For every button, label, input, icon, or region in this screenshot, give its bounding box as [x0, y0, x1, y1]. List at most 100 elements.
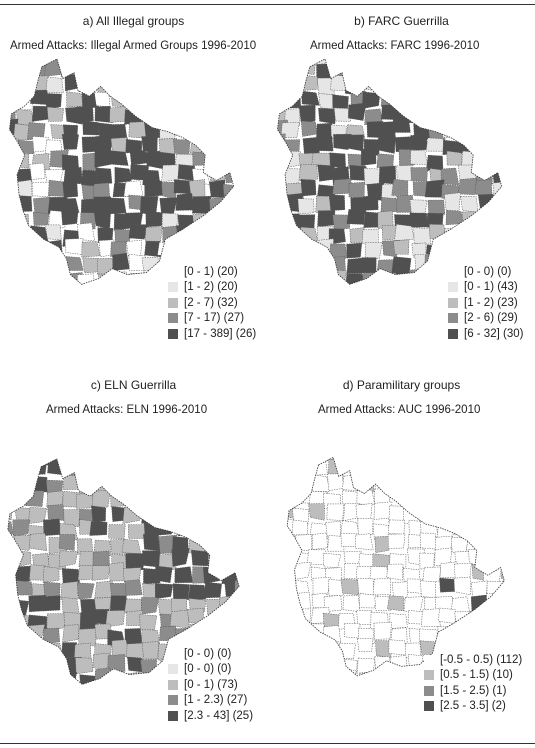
map-legend: [0 - 0) (0) [0 - 1) (43) [1 - 2) (23) [2 - …	[448, 264, 523, 342]
municipality	[235, 523, 240, 541]
municipality	[7, 520, 14, 535]
municipality	[340, 532, 358, 547]
municipality	[310, 461, 328, 476]
municipality	[277, 272, 285, 285]
municipality	[207, 212, 224, 229]
municipality	[146, 290, 163, 304]
municipality	[43, 518, 62, 536]
municipality	[361, 58, 379, 65]
municipality	[426, 271, 445, 285]
municipality	[318, 107, 336, 125]
municipality	[30, 225, 49, 243]
municipality	[340, 578, 359, 596]
municipality	[15, 168, 33, 184]
municipality	[361, 272, 378, 285]
legend-label: [0 - 0) (0)	[184, 663, 232, 676]
municipality	[13, 458, 31, 465]
municipality	[94, 150, 112, 168]
municipality	[454, 490, 473, 510]
municipality	[445, 58, 465, 68]
municipality	[110, 477, 129, 496]
municipality	[316, 257, 333, 274]
municipality	[501, 488, 505, 507]
municipality	[287, 458, 295, 478]
municipality	[302, 269, 321, 285]
municipality	[11, 599, 30, 617]
municipality	[124, 628, 143, 646]
municipality	[327, 459, 346, 476]
municipality	[16, 195, 33, 212]
municipality	[355, 503, 373, 523]
municipality	[225, 209, 234, 226]
legend-swatch	[168, 664, 178, 675]
municipality	[375, 63, 394, 83]
municipality	[1, 286, 17, 302]
municipality	[348, 181, 365, 200]
municipality	[28, 595, 46, 613]
municipality	[413, 90, 432, 108]
legend-item: [0 - 0) (0)	[168, 662, 253, 678]
municipality	[328, 670, 347, 676]
municipality	[452, 626, 470, 644]
municipality	[126, 60, 142, 77]
municipality	[191, 524, 210, 542]
municipality	[473, 90, 492, 108]
legend-item: [0 - 1) (43)	[448, 280, 523, 296]
municipality	[403, 596, 424, 614]
municipality	[173, 120, 189, 136]
legend-label: [1 - 2) (20)	[184, 281, 238, 294]
municipality	[281, 283, 300, 285]
municipality	[361, 257, 377, 274]
municipality	[111, 506, 127, 522]
municipality	[111, 458, 129, 463]
municipality	[112, 252, 130, 271]
municipality	[486, 593, 505, 610]
municipality	[124, 459, 143, 476]
panel-title: a) All Illegal groups	[82, 14, 185, 28]
panel-subtitle: Armed Attacks: FARC 1996-2010	[310, 40, 480, 52]
municipality	[472, 107, 492, 124]
municipality	[410, 58, 430, 66]
municipality	[329, 269, 347, 285]
municipality	[287, 641, 295, 658]
municipality	[97, 273, 115, 285]
municipality	[438, 607, 456, 624]
municipality	[45, 76, 64, 94]
municipality	[434, 547, 453, 566]
municipality	[318, 285, 336, 301]
legend-label: [0 - 1) (20)	[184, 265, 238, 278]
municipality	[374, 670, 392, 676]
municipality	[194, 229, 212, 247]
municipality	[29, 564, 48, 581]
municipality	[7, 670, 13, 685]
legend-label: [2 - 6) (29)	[464, 312, 518, 325]
municipality	[342, 457, 362, 460]
legend-label: [0 - 0) (0)	[184, 647, 232, 660]
municipality	[348, 102, 367, 121]
municipality	[43, 581, 61, 600]
municipality	[208, 59, 227, 74]
legend-item: [17 - 389] (26)	[168, 326, 256, 342]
municipality	[357, 638, 374, 652]
municipality	[205, 107, 223, 125]
municipality	[176, 521, 195, 537]
municipality	[453, 457, 472, 475]
municipality	[61, 282, 81, 285]
municipality	[405, 492, 424, 509]
legend-swatch	[424, 701, 434, 712]
municipality	[487, 534, 505, 552]
municipality	[92, 550, 110, 569]
municipality	[14, 93, 33, 111]
municipality	[409, 105, 428, 123]
municipality	[141, 58, 160, 65]
legend-label: [-0.5 - 0.5) (112)	[440, 653, 523, 666]
municipality	[44, 671, 62, 685]
municipality	[221, 566, 240, 586]
municipality	[142, 673, 158, 685]
municipality	[443, 90, 462, 109]
municipality	[407, 654, 425, 669]
municipality	[287, 623, 295, 640]
municipality	[364, 241, 383, 259]
municipality	[7, 502, 14, 521]
municipality	[287, 478, 299, 496]
